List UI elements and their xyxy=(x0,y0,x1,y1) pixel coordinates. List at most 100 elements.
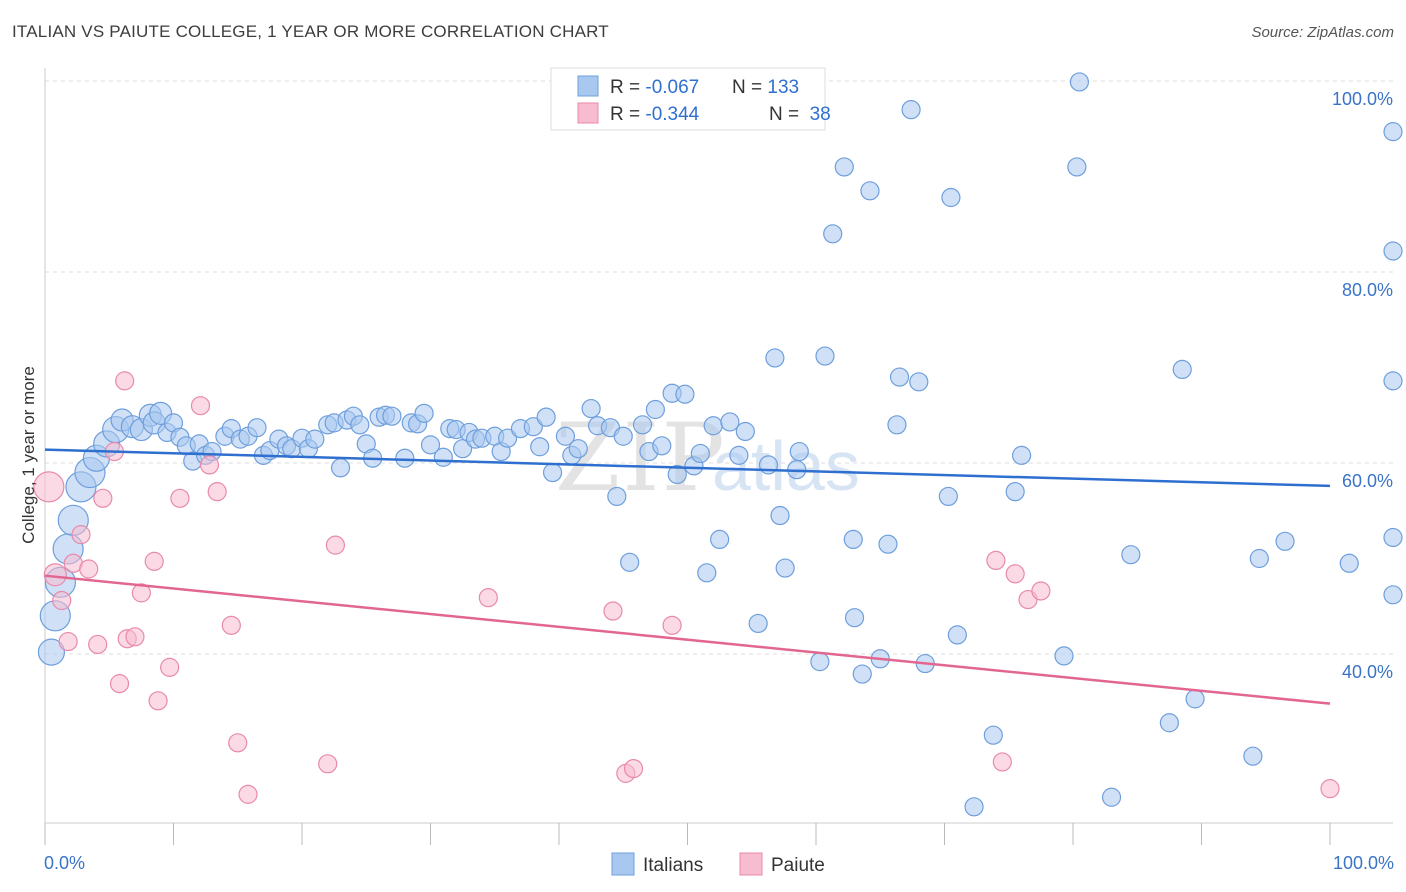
italians-point-106 xyxy=(860,181,880,201)
paiute-point-16 xyxy=(148,691,168,711)
paiute-point-10 xyxy=(109,674,130,694)
paiute-point-1 xyxy=(43,563,67,587)
paiute-point-36 xyxy=(992,752,1012,772)
italians-point-90 xyxy=(729,445,749,465)
paiute-point-37 xyxy=(1320,779,1340,799)
italians-point-96 xyxy=(775,558,795,578)
italians-point-79 xyxy=(645,399,665,420)
italians-point-74 xyxy=(607,486,627,507)
legend-paiute-r-value: -0.344 xyxy=(645,104,699,125)
italians-point-87 xyxy=(703,416,723,436)
bottom-legend: Italians Paiute xyxy=(611,852,825,876)
italians-point-65 xyxy=(530,437,550,457)
italians-point-130 xyxy=(1249,548,1269,569)
chart-title: ITALIAN VS PAIUTE COLLEGE, 1 YEAR OR MOR… xyxy=(12,22,609,41)
italians-point-71 xyxy=(581,398,601,419)
legend-paiute-r-label: R = xyxy=(610,104,645,125)
legend-italians-r-label: R = xyxy=(610,77,645,98)
italians-point-115 xyxy=(941,187,961,208)
italians-point-92 xyxy=(748,613,768,634)
paiute-point-2 xyxy=(52,590,72,611)
italians-point-116 xyxy=(947,625,967,645)
italians-point-122 xyxy=(1067,157,1087,177)
legend-paiute-n-value: 38 xyxy=(804,104,830,125)
paiute-point-3 xyxy=(58,631,78,652)
paiute-point-26 xyxy=(325,535,346,555)
italians-point-105 xyxy=(852,664,872,684)
paiute-point-20 xyxy=(199,455,220,475)
y-tick-label-80: 80.0% xyxy=(1342,280,1393,300)
legend-paiute-n-label: N = xyxy=(769,104,804,125)
bottom-legend-label-paiute[interactable]: Paiute xyxy=(771,855,825,876)
trend-lines xyxy=(44,448,1331,705)
italians-point-85 xyxy=(690,443,710,464)
paiute-point-22 xyxy=(221,615,241,635)
stats-legend: R = -0.067 N = 133 R = -0.344 N = 38 xyxy=(550,67,831,131)
italians-point-110 xyxy=(889,367,910,387)
axes xyxy=(44,68,1393,845)
trend-line-italians xyxy=(44,448,1331,488)
legend-italians-r-value: -0.067 xyxy=(645,77,699,98)
paiute-point-21 xyxy=(207,482,227,502)
bottom-legend-label-italians[interactable]: Italians xyxy=(643,855,703,876)
italians-point-131 xyxy=(1275,531,1295,551)
italians-point-77 xyxy=(632,415,653,435)
paiute-point-27 xyxy=(478,588,498,608)
italians-point-100 xyxy=(815,346,835,366)
italians-point-124 xyxy=(1101,787,1122,807)
italians-point-86 xyxy=(697,563,717,583)
paiute-point-18 xyxy=(170,488,190,508)
italians-point-128 xyxy=(1185,689,1205,709)
italians-point-121 xyxy=(1054,646,1074,666)
legend-italians-n-label: N = xyxy=(732,77,767,98)
bottom-legend-swatch-italians[interactable] xyxy=(611,852,635,876)
italians-point-66 xyxy=(536,407,556,427)
paiute-point-15 xyxy=(144,551,164,571)
italians-point-136 xyxy=(1383,585,1403,605)
italians-point-89 xyxy=(720,412,740,432)
italians-point-76 xyxy=(620,552,640,572)
chart-source: Source: ZipAtlas.com xyxy=(1251,24,1394,41)
paiute-point-33 xyxy=(1005,564,1025,584)
italians-point-118 xyxy=(983,725,1003,745)
paiute-point-6 xyxy=(79,559,99,579)
italians-point-108 xyxy=(878,534,898,554)
svg-text:N = 133: N = 133 xyxy=(732,77,799,98)
italians-point-120 xyxy=(1011,445,1032,465)
italians-point-82 xyxy=(667,464,687,485)
svg-text:R = -0.344: R = -0.344 xyxy=(610,104,700,125)
italians-point-102 xyxy=(834,157,854,177)
series-paiute xyxy=(33,371,1340,804)
legend-italians-n-value: 133 xyxy=(767,77,799,98)
paiute-point-32 xyxy=(986,550,1006,571)
paiute-point-17 xyxy=(160,657,180,677)
italians-point-91 xyxy=(735,421,755,442)
italians-point-64 xyxy=(523,417,543,437)
svg-text:R = -0.067: R = -0.067 xyxy=(610,77,699,98)
italians-point-88 xyxy=(710,529,730,550)
italians-point-99 xyxy=(810,652,830,672)
paiute-point-5 xyxy=(71,525,91,545)
italians-point-75 xyxy=(613,426,633,446)
paiute-point-7 xyxy=(88,634,108,655)
x-tick-label-right: 100.0% xyxy=(1333,853,1394,873)
italians-point-111 xyxy=(901,100,921,120)
italians-point-135 xyxy=(1383,241,1403,261)
bottom-legend-swatch-paiute[interactable] xyxy=(739,852,763,876)
italians-point-62 xyxy=(498,428,518,448)
italians-point-48 xyxy=(395,448,415,468)
italians-point-123 xyxy=(1069,72,1090,92)
italians-point-119 xyxy=(1005,482,1025,502)
italians-point-112 xyxy=(909,372,929,392)
italians-point-134 xyxy=(1383,527,1403,548)
italians-point-117 xyxy=(964,797,984,817)
italians-point-103 xyxy=(843,529,863,550)
italians-point-47 xyxy=(382,406,402,426)
italians-point-98 xyxy=(789,441,809,462)
paiute-point-0 xyxy=(33,471,65,503)
legend-swatch-paiute xyxy=(577,102,599,124)
italians-point-68 xyxy=(555,426,576,446)
italians-point-125 xyxy=(1121,545,1141,565)
paiute-point-30 xyxy=(623,758,644,779)
